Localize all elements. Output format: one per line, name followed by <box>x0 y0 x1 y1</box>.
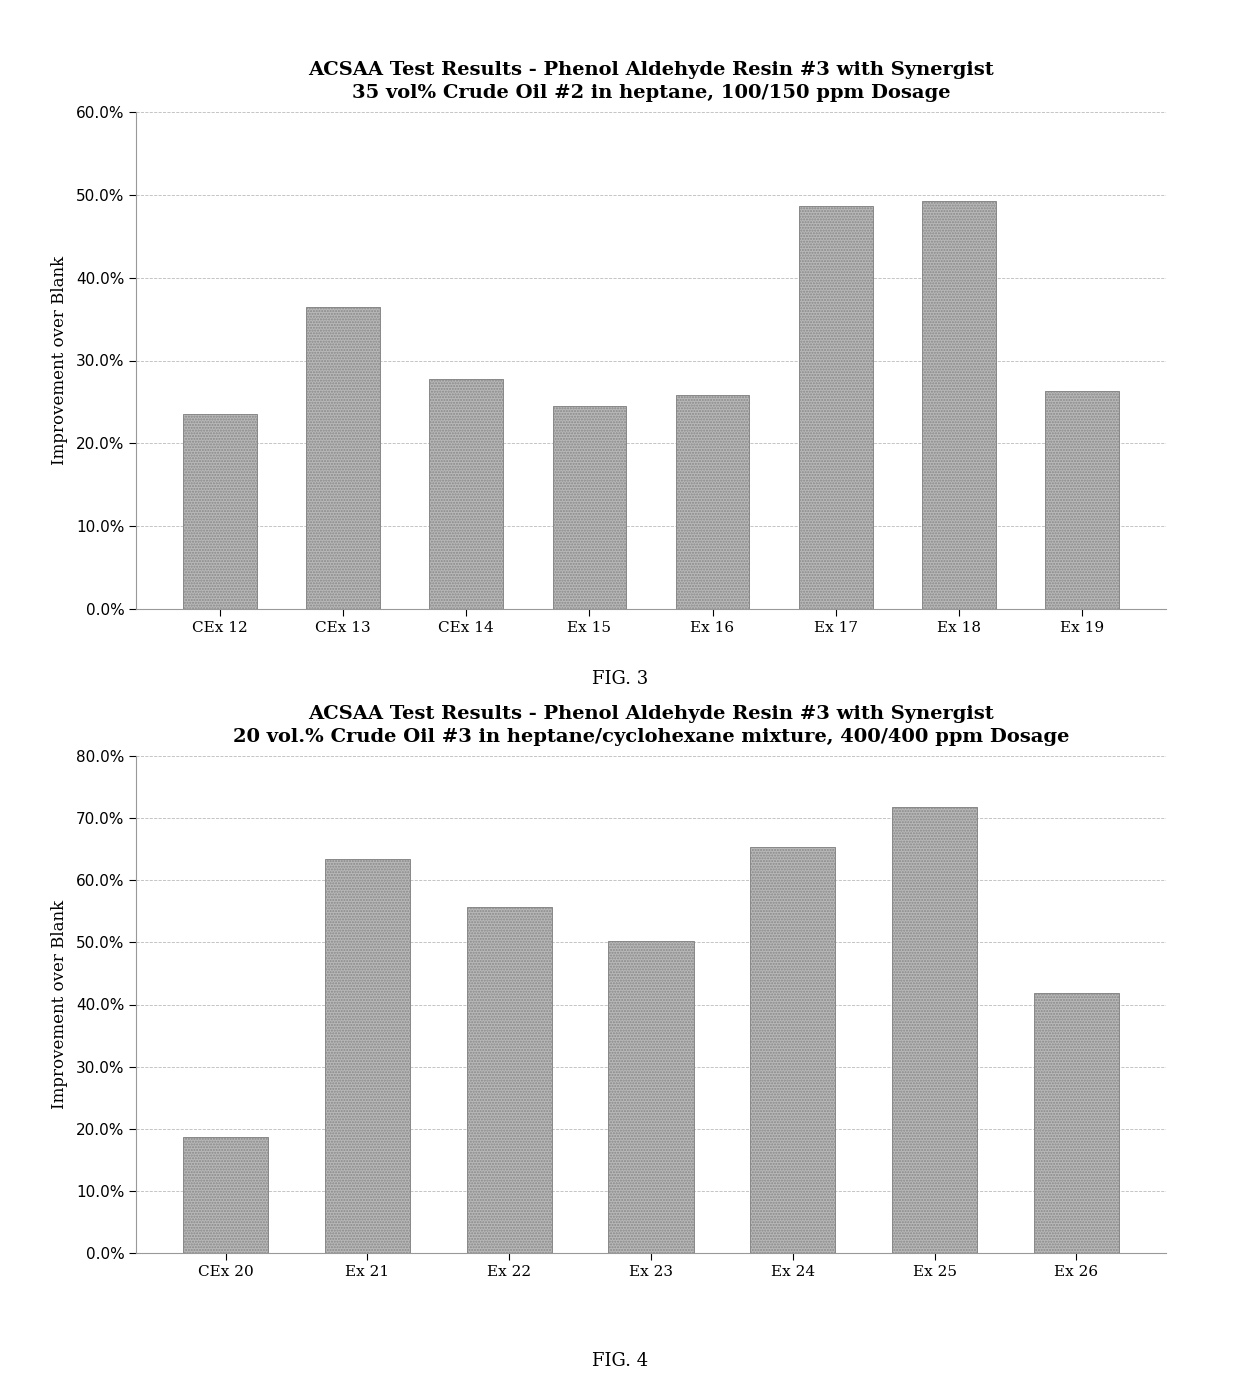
Y-axis label: Improvement over Blank: Improvement over Blank <box>51 900 68 1109</box>
Bar <box>325 858 410 1253</box>
Bar <box>676 395 749 609</box>
Bar <box>184 1137 268 1253</box>
Bar <box>306 307 381 609</box>
Bar <box>892 806 977 1253</box>
Bar <box>750 847 836 1253</box>
Bar <box>429 379 503 609</box>
Y-axis label: Improvement over Blank: Improvement over Blank <box>51 256 68 465</box>
Title: ACSAA Test Results - Phenol Aldehyde Resin #3 with Synergist
35 vol% Crude Oil #: ACSAA Test Results - Phenol Aldehyde Res… <box>308 60 994 102</box>
Text: FIG. 3: FIG. 3 <box>591 671 649 687</box>
Bar <box>799 206 873 609</box>
Text: FIG. 4: FIG. 4 <box>591 1352 649 1369</box>
Bar <box>184 414 257 609</box>
Bar <box>1045 391 1118 609</box>
Title: ACSAA Test Results - Phenol Aldehyde Resin #3 with Synergist
20 vol.% Crude Oil : ACSAA Test Results - Phenol Aldehyde Res… <box>233 704 1069 746</box>
Bar <box>1034 994 1118 1253</box>
Bar <box>921 200 996 609</box>
Bar <box>466 907 552 1253</box>
Bar <box>609 941 693 1253</box>
Bar <box>553 406 626 609</box>
